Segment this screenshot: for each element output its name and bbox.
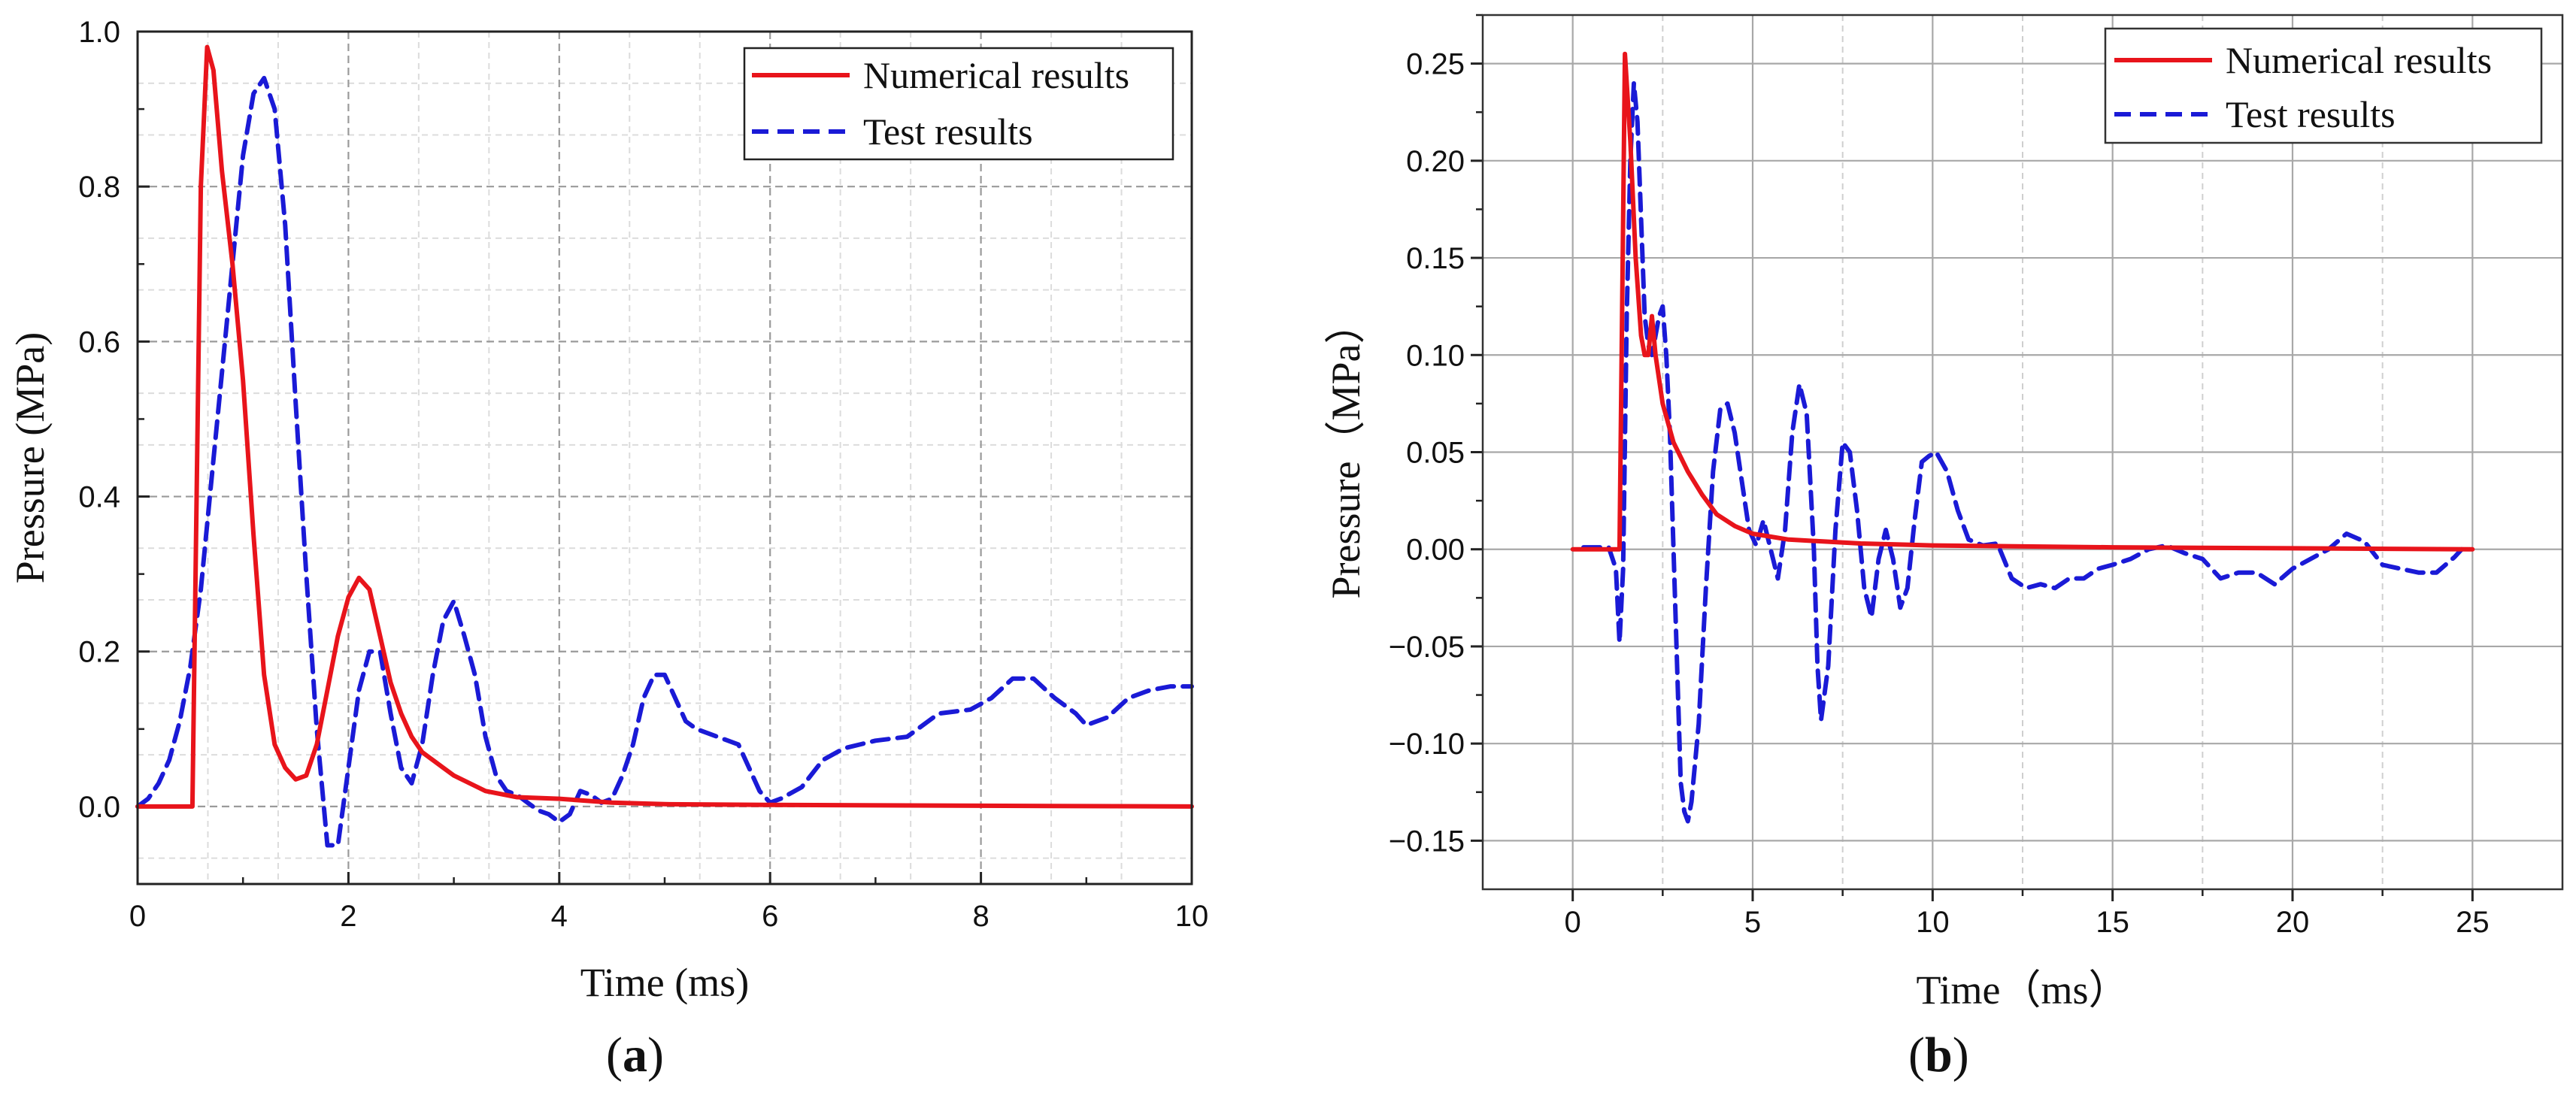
series-layer [1570,51,2475,824]
series-line-test [135,75,1194,848]
y-tick-label: −0.10 [1389,728,1465,761]
y-axis-label: Pressure (MPa) [8,332,53,583]
x-tick-label: 10 [1175,900,1209,933]
legend-label-test: Test results [2226,93,2396,135]
tick-labels: 0 2 4 6 8 10 0.0 0.2 0.4 0.6 0.8 1.0 [78,16,1208,933]
x-tick-label: 2 [340,900,356,933]
y-tick-label: 0.00 [1406,534,1465,567]
x-tick-label: 0 [129,900,146,933]
axis-ticks [1471,14,2474,901]
panel-letter-b: b [1925,1028,1953,1082]
plot-frame [1481,14,2564,891]
plot-frame [136,30,1193,886]
legend-label-test: Test results [863,110,1033,153]
y-tick-label: 1.0 [78,16,120,49]
y-axis-label: Pressure（MPa） [1323,304,1368,599]
series-layer [135,44,1194,848]
series-line-test [1581,80,2464,824]
chart-panel-b: 0 5 10 15 20 25 −0.15 −0.10 −0.05 0.00 0.05 0.10 0.1… [1323,14,2564,1082]
panel-label-a: (a) [606,1028,664,1082]
x-tick-label: 10 [1916,906,1950,939]
y-tick-label: 0.15 [1406,242,1465,275]
x-tick-label: 20 [2276,906,2310,939]
chart-panel-a: 0 2 4 6 8 10 0.0 0.2 0.4 0.6 0.8 1.0 Time (ms) Pres… [8,16,1208,1082]
grid [1483,15,2562,889]
x-axis-label: Time (ms) [580,960,750,1005]
y-tick-label: 0.2 [78,636,120,669]
x-tick-label: 5 [1744,906,1761,939]
legend-label-numerical: Numerical results [863,54,1129,96]
tick-labels: 0 5 10 15 20 25 −0.15 −0.10 −0.05 0.00 0.05 0.10 0.1… [1389,48,2490,939]
legend: Numerical results Test results [2104,27,2543,144]
x-tick-label: 8 [972,900,989,933]
series-line-numerical [1570,51,2475,552]
panel-letter-a: a [623,1028,647,1082]
legend-label-numerical: Numerical results [2226,39,2492,81]
x-tick-label: 25 [2456,906,2490,939]
y-tick-label: 0.05 [1406,437,1465,470]
y-tick-label: 0.6 [78,325,120,359]
x-tick-label: 0 [1565,906,1581,939]
x-tick-label: 6 [762,900,778,933]
y-tick-label: 0.20 [1406,145,1465,178]
y-tick-label: 0.0 [78,791,120,824]
y-tick-label: −0.05 [1389,631,1465,664]
grid [138,32,1192,884]
y-tick-label: 0.4 [78,481,120,514]
y-tick-label: 0.25 [1406,48,1465,81]
legend: Numerical results Test results [743,47,1174,161]
series-line-numerical [135,44,1194,809]
x-tick-label: 15 [2096,906,2129,939]
y-tick-label: 0.8 [78,171,120,204]
panel-label-b: (b) [1908,1028,1969,1082]
legend-box [743,47,1174,161]
y-tick-label: 0.10 [1406,339,1465,372]
x-axis-label: Time（ms） [1916,967,2129,1013]
legend-box [2104,27,2543,144]
y-tick-label: −0.15 [1389,825,1465,858]
x-tick-label: 4 [551,900,568,933]
